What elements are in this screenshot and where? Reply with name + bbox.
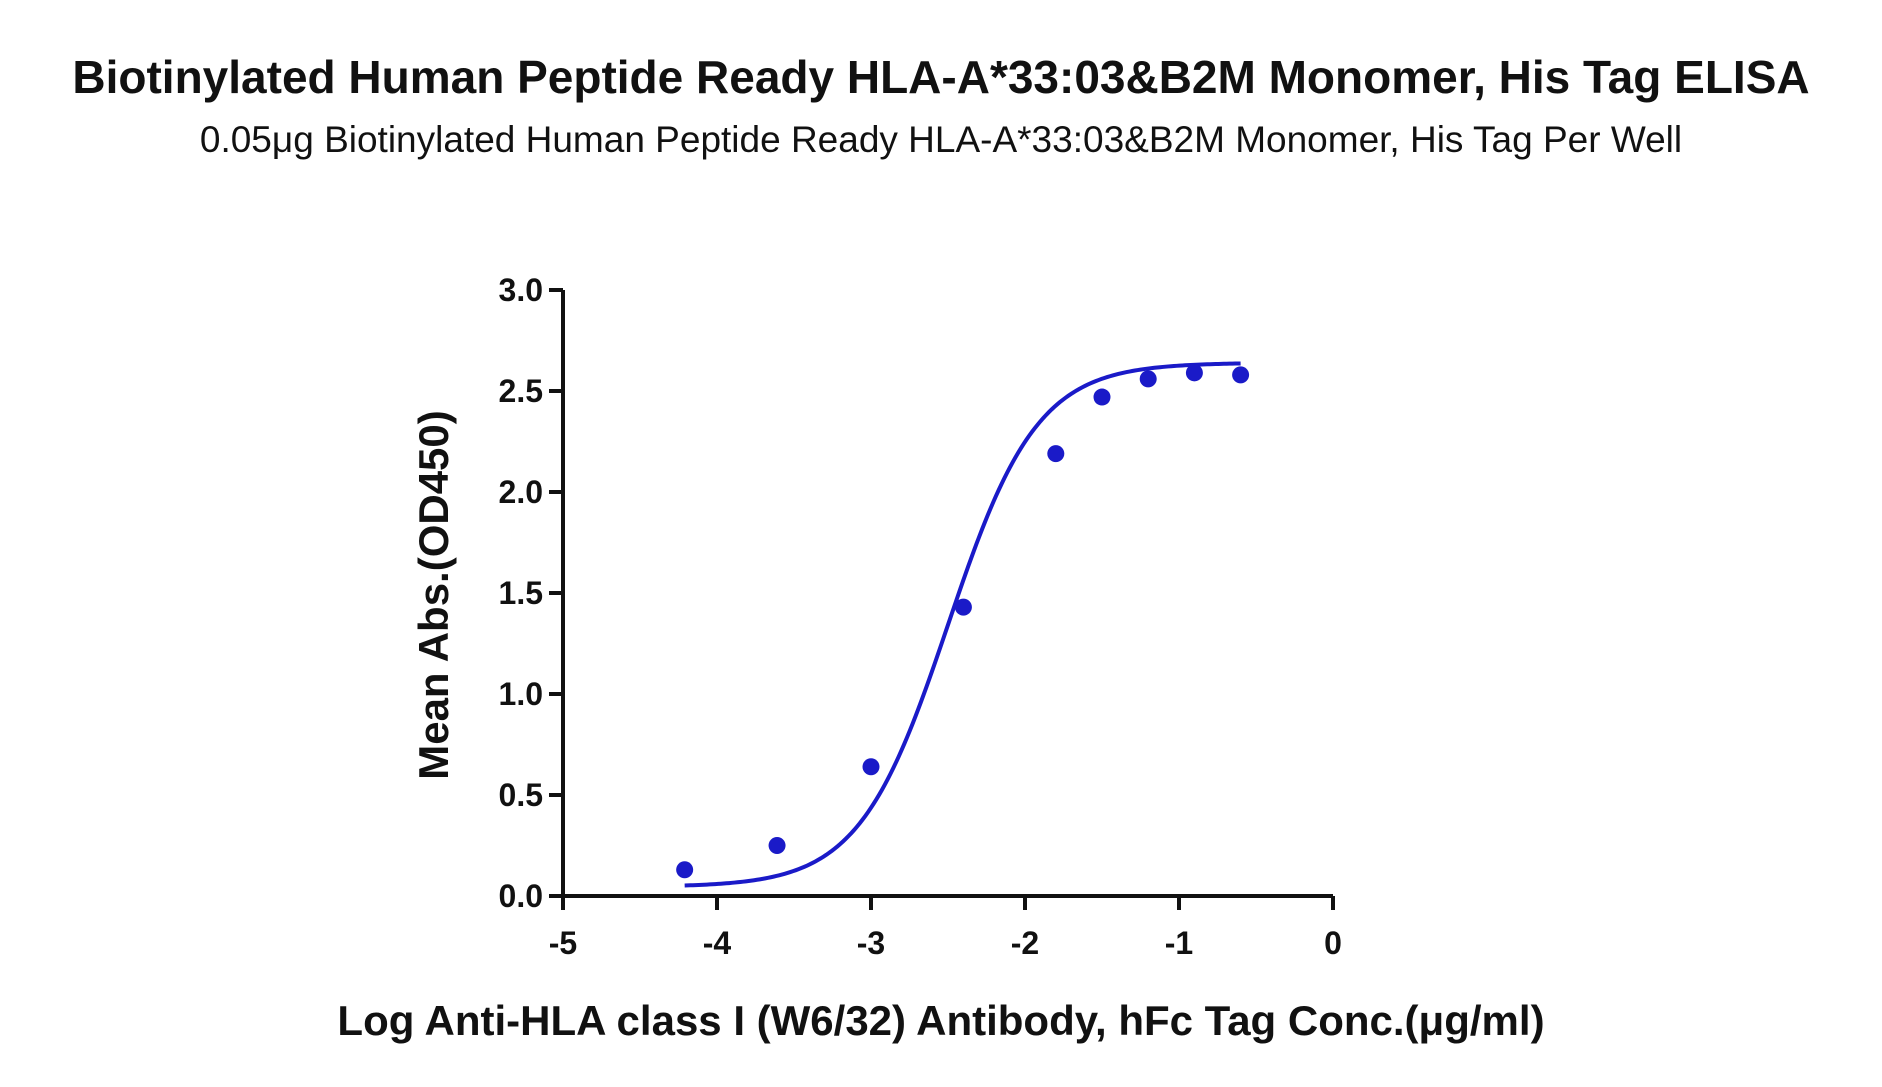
data-point (1185, 364, 1203, 382)
y-tick-label: 2.5 (499, 373, 543, 409)
data-point (1139, 370, 1157, 388)
x-tick-label: -4 (703, 925, 732, 961)
x-tick-label: -3 (857, 925, 885, 961)
chart-subtitle: 0.05μg Biotinylated Human Peptide Ready … (200, 119, 1682, 160)
x-tick-label: 0 (1324, 925, 1342, 961)
y-tick-label: 2.0 (499, 474, 543, 510)
y-tick-label: 1.5 (499, 575, 543, 611)
y-tick-label: 0.5 (499, 777, 543, 813)
y-axis-label: Mean Abs.(OD450) (410, 410, 457, 780)
data-point (1047, 445, 1065, 463)
y-tick-label: 1.0 (499, 676, 543, 712)
fit-curve-group (684, 361, 1241, 888)
data-points (676, 364, 1250, 879)
ticks: 0.0 0.5 1.0 1.5 2.0 2.5 3.0 -5 -4 -3 -2 -1 0 (499, 272, 1342, 961)
chart-title: Biotinylated Human Peptide Ready HLA-A*3… (72, 51, 1809, 103)
x-axis-label: Log Anti-HLA class I (W6/32) Antibody, h… (337, 997, 1544, 1044)
data-point (1093, 388, 1111, 406)
y-tick-label: 3.0 (499, 272, 543, 308)
data-point (676, 861, 694, 879)
x-tick-label: -2 (1011, 925, 1039, 961)
x-tick-label: -5 (549, 925, 577, 961)
data-point (954, 598, 972, 616)
data-point (862, 758, 880, 776)
y-tick-label: 0.0 (499, 878, 543, 914)
x-tick-label: -1 (1165, 925, 1193, 961)
axes (561, 290, 1333, 898)
fit-curve (684, 361, 1241, 888)
data-point (1232, 366, 1250, 384)
data-point (768, 837, 786, 854)
